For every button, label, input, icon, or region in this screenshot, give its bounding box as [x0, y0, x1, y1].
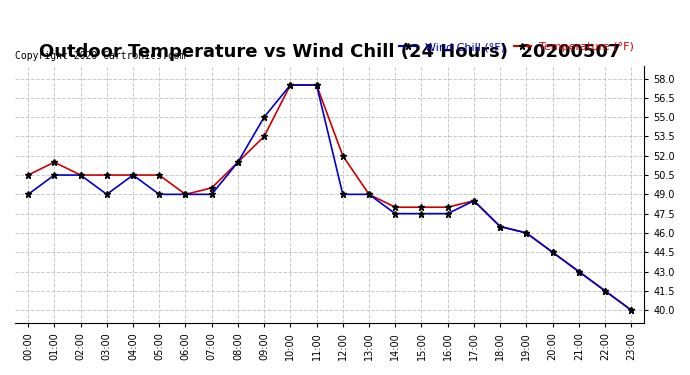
Text: Copyright 2020 Cartronics.com: Copyright 2020 Cartronics.com — [15, 51, 186, 61]
Title: Outdoor Temperature vs Wind Chill (24 Hours)  20200507: Outdoor Temperature vs Wind Chill (24 Ho… — [39, 44, 620, 62]
Legend: Wind Chill (°F), Temperature (°F): Wind Chill (°F), Temperature (°F) — [395, 38, 639, 57]
